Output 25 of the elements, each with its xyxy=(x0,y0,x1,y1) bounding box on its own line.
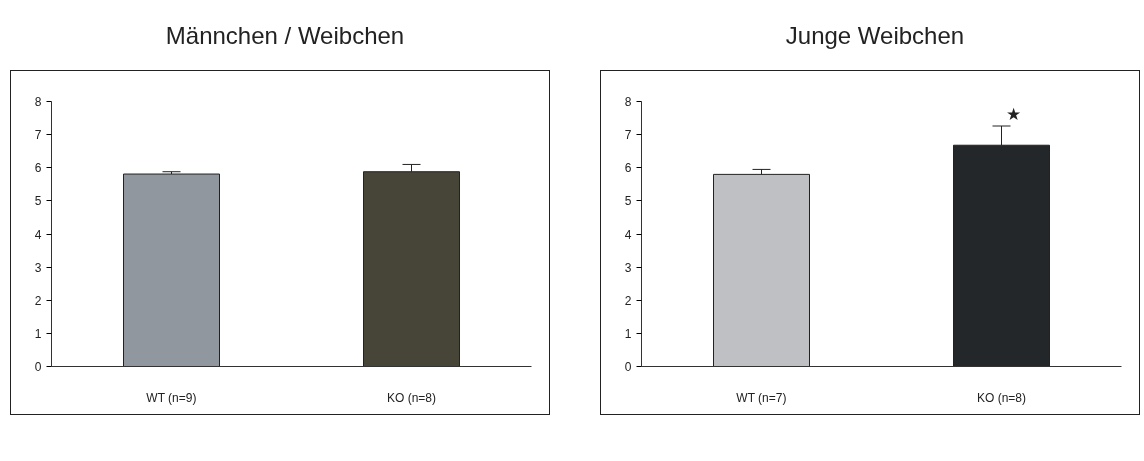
y-tick-label: 5 xyxy=(624,194,632,209)
y-tick-label: 1 xyxy=(34,326,42,341)
chart-title: Männchen / Weibchen xyxy=(165,21,405,51)
x-tick-label: WT (n=9) xyxy=(146,390,197,405)
y-tick-label: 3 xyxy=(624,260,632,275)
y-tick-label: 8 xyxy=(34,95,42,109)
y-tick-label: 2 xyxy=(34,293,42,308)
y-tick-label: 4 xyxy=(34,227,42,242)
y-tick-label: 7 xyxy=(624,128,632,143)
annotation: ★ xyxy=(1005,104,1022,125)
y-tick-label: 0 xyxy=(34,360,42,374)
y-tick-label: 5 xyxy=(34,194,42,209)
y-tick-label: 6 xyxy=(624,161,632,176)
y-tick-label: 8 xyxy=(624,95,632,109)
y-tick-label: 6 xyxy=(34,161,42,176)
chart-title: Junge Weibchen xyxy=(785,21,965,51)
y-tick-label: 2 xyxy=(624,293,632,308)
x-tick-label: KO (n=8) xyxy=(976,390,1027,405)
y-tick-label: 3 xyxy=(34,260,42,275)
y-tick-label: 0 xyxy=(624,360,632,374)
x-tick-label: WT (n=7) xyxy=(736,390,787,405)
x-tick-label: KO (n=8) xyxy=(386,390,437,405)
y-tick-label: 4 xyxy=(624,227,632,242)
y-tick-label: 7 xyxy=(34,128,42,143)
y-tick-label: 1 xyxy=(624,326,632,341)
